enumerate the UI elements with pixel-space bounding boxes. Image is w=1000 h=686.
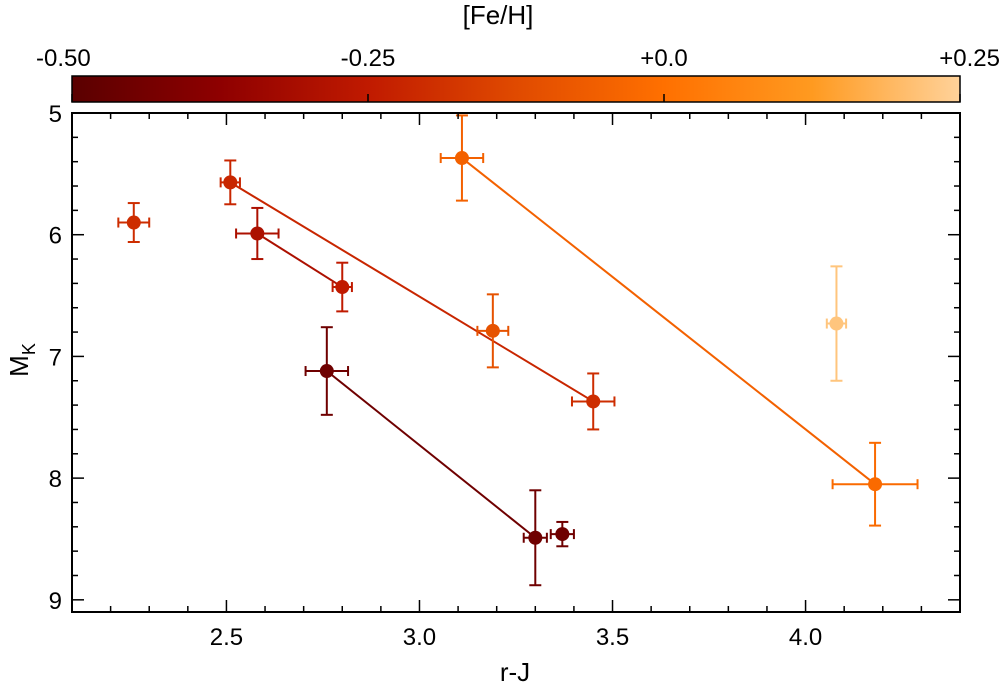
data-point: [586, 394, 601, 409]
data-point: [868, 477, 883, 492]
data-point: [454, 151, 469, 166]
data-point: [485, 323, 500, 338]
y-tick-label: 6: [49, 223, 62, 250]
y-tick-label: 5: [49, 101, 62, 128]
data-point: [126, 215, 141, 230]
y-axis-title: MK: [4, 343, 39, 377]
plot-area: 2.5 3.0 3.5 4.0 5 6 7 8 9: [49, 101, 961, 651]
data-point: [528, 530, 543, 545]
sequence-line: [461, 157, 876, 485]
data-point: [250, 226, 265, 241]
colorbar-tick-label: +0.0: [640, 45, 687, 72]
svg-text:MK: MK: [4, 343, 39, 377]
data-point: [829, 316, 844, 331]
sequence-line: [256, 232, 343, 288]
y-tick-label: 9: [49, 588, 62, 615]
colorbar-gradient: [71, 75, 961, 103]
data-point: [555, 527, 570, 542]
y-axis-title-subscript: K: [19, 343, 39, 355]
y-tick-label: 7: [49, 344, 62, 371]
sequence-line: [229, 181, 594, 403]
plot-frame: [71, 112, 961, 613]
x-axis-title: r-J: [500, 657, 530, 686]
colorbar-tick-label: -0.50: [36, 45, 91, 72]
x-tick-label: 3.0: [403, 624, 436, 651]
x-tick-label: 3.5: [596, 624, 629, 651]
sequence-line: [326, 370, 536, 539]
y-tick-label: 8: [49, 466, 62, 493]
x-tick-label: 4.0: [789, 624, 822, 651]
colorbar-tick-label: +0.25: [939, 45, 1000, 72]
x-tick-label: 2.5: [210, 624, 243, 651]
data-point: [335, 280, 350, 295]
colorbar: [Fe/H] -0.50 -0.25 +0.0 +0.25: [36, 0, 1000, 103]
colorbar-tick-label: -0.25: [341, 45, 396, 72]
colorbar-label: [Fe/H]: [463, 0, 534, 30]
data-point: [319, 364, 334, 379]
data-point: [223, 175, 238, 190]
y-axis-title-main: M: [4, 355, 34, 377]
